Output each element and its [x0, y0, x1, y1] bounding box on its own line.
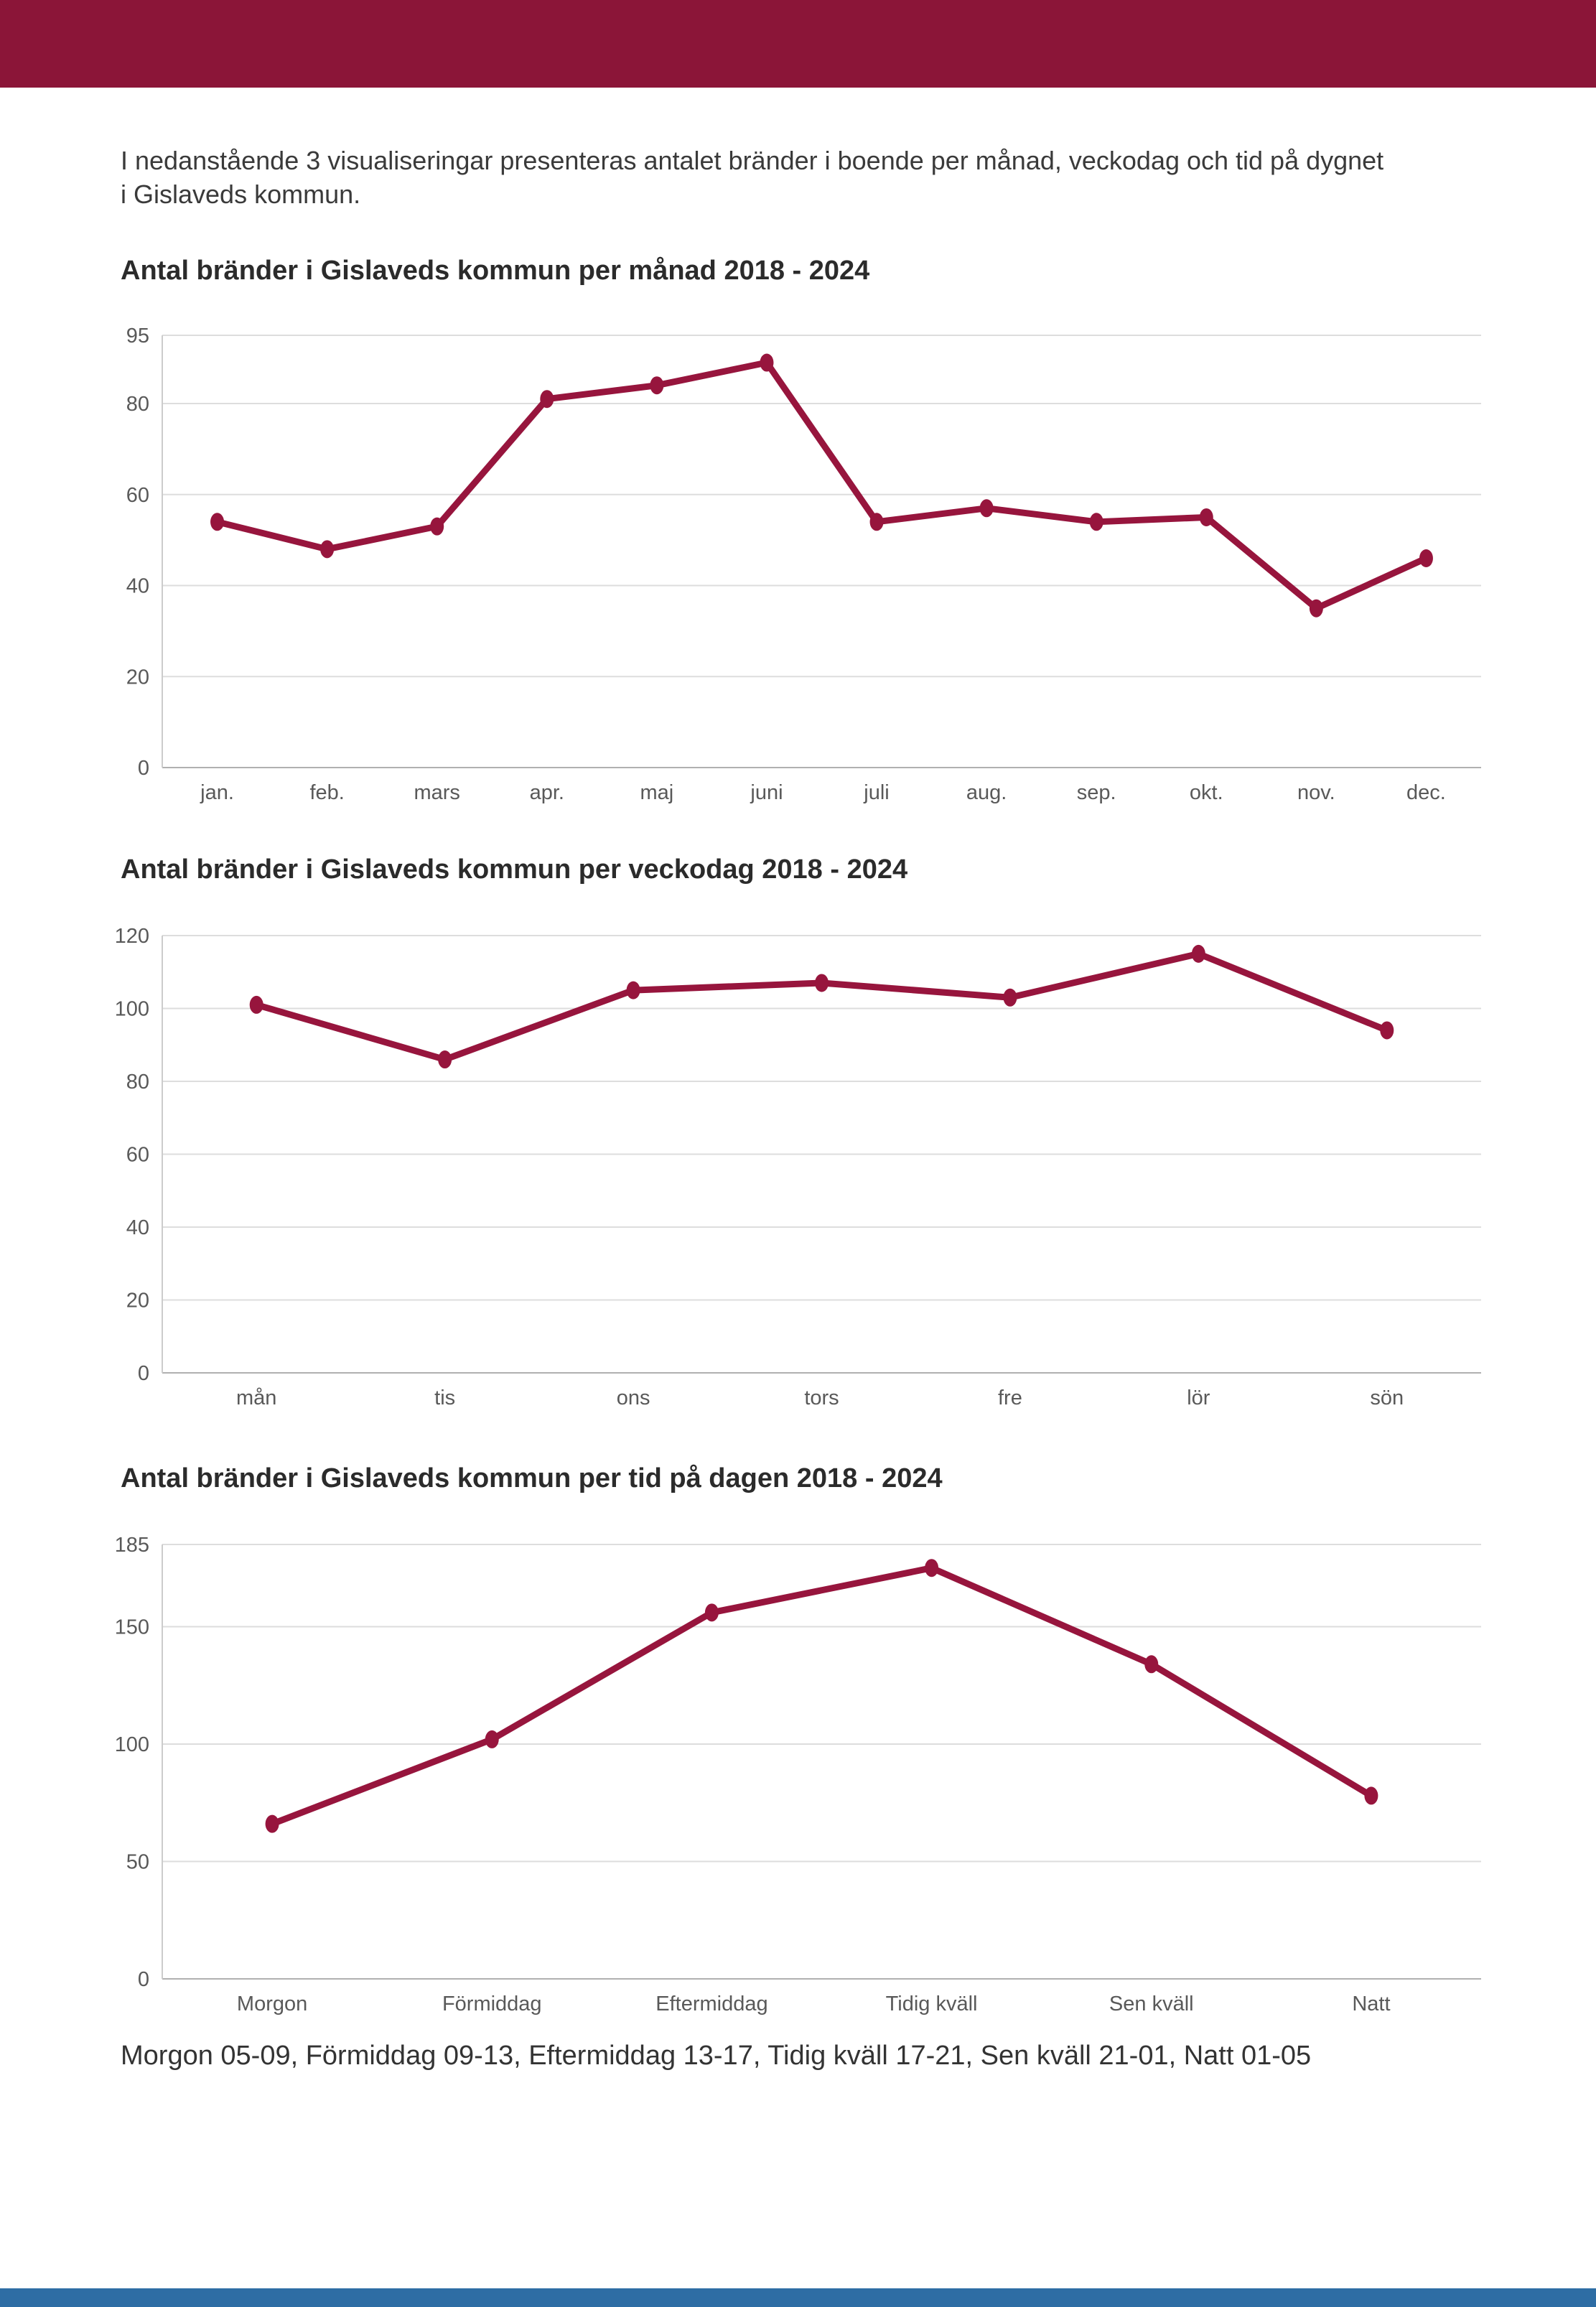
x-tick-label: ons — [617, 1386, 650, 1409]
x-tick-label: okt. — [1190, 781, 1223, 804]
data-point — [430, 517, 444, 536]
y-tick-label: 95 — [126, 325, 149, 348]
y-tick-label: 60 — [126, 484, 149, 507]
data-point — [540, 390, 554, 409]
line-chart-per-tid-pa-dagen: 0 50 100 150 185 Morgon Förmiddag Eftermiddag Ti… — [115, 1525, 1483, 2049]
data-point — [1364, 1786, 1378, 1805]
time-ranges-note: Morgon 05-09, Förmiddag 09-13, Eftermidd… — [121, 2041, 1312, 2071]
x-tick-label: Tidig kväll — [886, 1993, 978, 2015]
x-tick-label: Morgon — [237, 1993, 307, 2015]
intro-paragraph: I nedanstående 3 visualiseringar present… — [121, 144, 1456, 211]
chart-canvas: 0 20 40 60 80 95 jan. feb. mars apr. maj juni juli au… — [126, 325, 1481, 804]
footer-color-bar — [0, 2288, 1596, 2307]
y-tick-label: 40 — [126, 1216, 149, 1239]
x-tick-label: nov. — [1297, 781, 1335, 804]
line-series — [269, 1565, 1375, 1827]
data-point — [265, 1814, 279, 1833]
x-tick-label: tis — [434, 1386, 455, 1409]
y-tick-label: 60 — [126, 1144, 149, 1167]
data-point — [869, 513, 884, 531]
chart-canvas: 0 20 40 60 80 100 120 mån tis ons tors fre lör sön — [115, 925, 1481, 1409]
data-point — [1144, 1655, 1159, 1674]
data-point — [815, 974, 829, 992]
y-tick-label: 150 — [116, 1616, 149, 1639]
data-point — [925, 1559, 939, 1577]
data-point — [1191, 944, 1205, 963]
line-series — [253, 950, 1391, 1063]
x-tick-label: sep. — [1077, 781, 1116, 804]
data-point — [704, 1603, 719, 1622]
x-tick-label: Eftermiddag — [655, 1993, 767, 2015]
x-tick-label: sön — [1370, 1386, 1404, 1409]
y-tick-label: 80 — [126, 393, 149, 416]
data-point — [626, 981, 640, 999]
data-point — [1309, 599, 1323, 617]
data-point — [320, 540, 335, 559]
x-tick-label: apr. — [530, 781, 564, 804]
chart-title-per-veckodag: Antal bränder i Gislaveds kommun per vec… — [121, 854, 908, 885]
data-point — [249, 995, 263, 1014]
y-tick-label: 0 — [138, 1968, 149, 1991]
data-point — [1003, 988, 1017, 1007]
x-tick-label: aug. — [966, 781, 1007, 804]
data-point — [1419, 549, 1433, 568]
y-tick-label: 20 — [126, 1290, 149, 1313]
data-point — [650, 376, 664, 395]
x-tick-label: Förmiddag — [442, 1993, 542, 2015]
x-tick-label: juni — [750, 781, 783, 804]
y-tick-label: 185 — [116, 1534, 149, 1557]
y-tick-label: 50 — [126, 1850, 149, 1873]
line-series — [214, 359, 1429, 612]
x-tick-label: juli — [863, 781, 889, 804]
line-chart-per-veckodag: 0 20 40 60 80 100 120 mån tis ons tors fre lör sön — [115, 916, 1483, 1440]
data-point — [485, 1730, 499, 1748]
y-tick-label: 20 — [126, 666, 149, 689]
chart-title-per-manad: Antal bränder i Gislaveds kommun per mån… — [121, 256, 870, 286]
x-tick-label: dec. — [1406, 781, 1446, 804]
y-tick-label: 0 — [138, 757, 149, 780]
x-tick-label: maj — [640, 781, 674, 804]
header-color-bar — [0, 0, 1596, 88]
intro-line-1: I nedanstående 3 visualiseringar present… — [121, 146, 1384, 175]
intro-line-2: i Gislaveds kommun. — [121, 180, 361, 209]
y-tick-label: 120 — [116, 925, 149, 948]
chart-canvas: 0 50 100 150 185 Morgon Förmiddag Eftermiddag Ti… — [115, 1534, 1481, 2015]
line-chart-per-manad: 0 20 40 60 80 95 jan. feb. mars apr. maj juni juli au… — [116, 316, 1483, 840]
x-tick-label: tors — [804, 1386, 839, 1409]
data-point — [760, 353, 774, 372]
y-tick-label: 80 — [126, 1071, 149, 1094]
y-tick-label: 100 — [116, 1733, 149, 1756]
x-tick-label: Sen kväll — [1109, 1993, 1194, 2015]
x-tick-label: fre — [998, 1386, 1022, 1409]
data-point — [1199, 508, 1213, 526]
data-point — [1089, 513, 1103, 531]
y-tick-label: 0 — [138, 1362, 149, 1385]
x-tick-label: mån — [236, 1386, 276, 1409]
x-tick-label: Natt — [1352, 1993, 1390, 2015]
y-tick-label: 100 — [116, 998, 149, 1021]
data-point — [438, 1050, 452, 1069]
y-tick-label: 40 — [126, 575, 149, 598]
x-tick-label: feb. — [309, 781, 344, 804]
x-tick-label: mars — [414, 781, 459, 804]
x-tick-label: jan. — [200, 781, 234, 804]
data-point — [979, 499, 994, 518]
data-point — [210, 513, 225, 531]
data-point — [1380, 1021, 1394, 1040]
x-tick-label: lör — [1187, 1386, 1210, 1409]
chart-title-per-tid-pa-dagen: Antal bränder i Gislaveds kommun per tid… — [121, 1463, 943, 1493]
